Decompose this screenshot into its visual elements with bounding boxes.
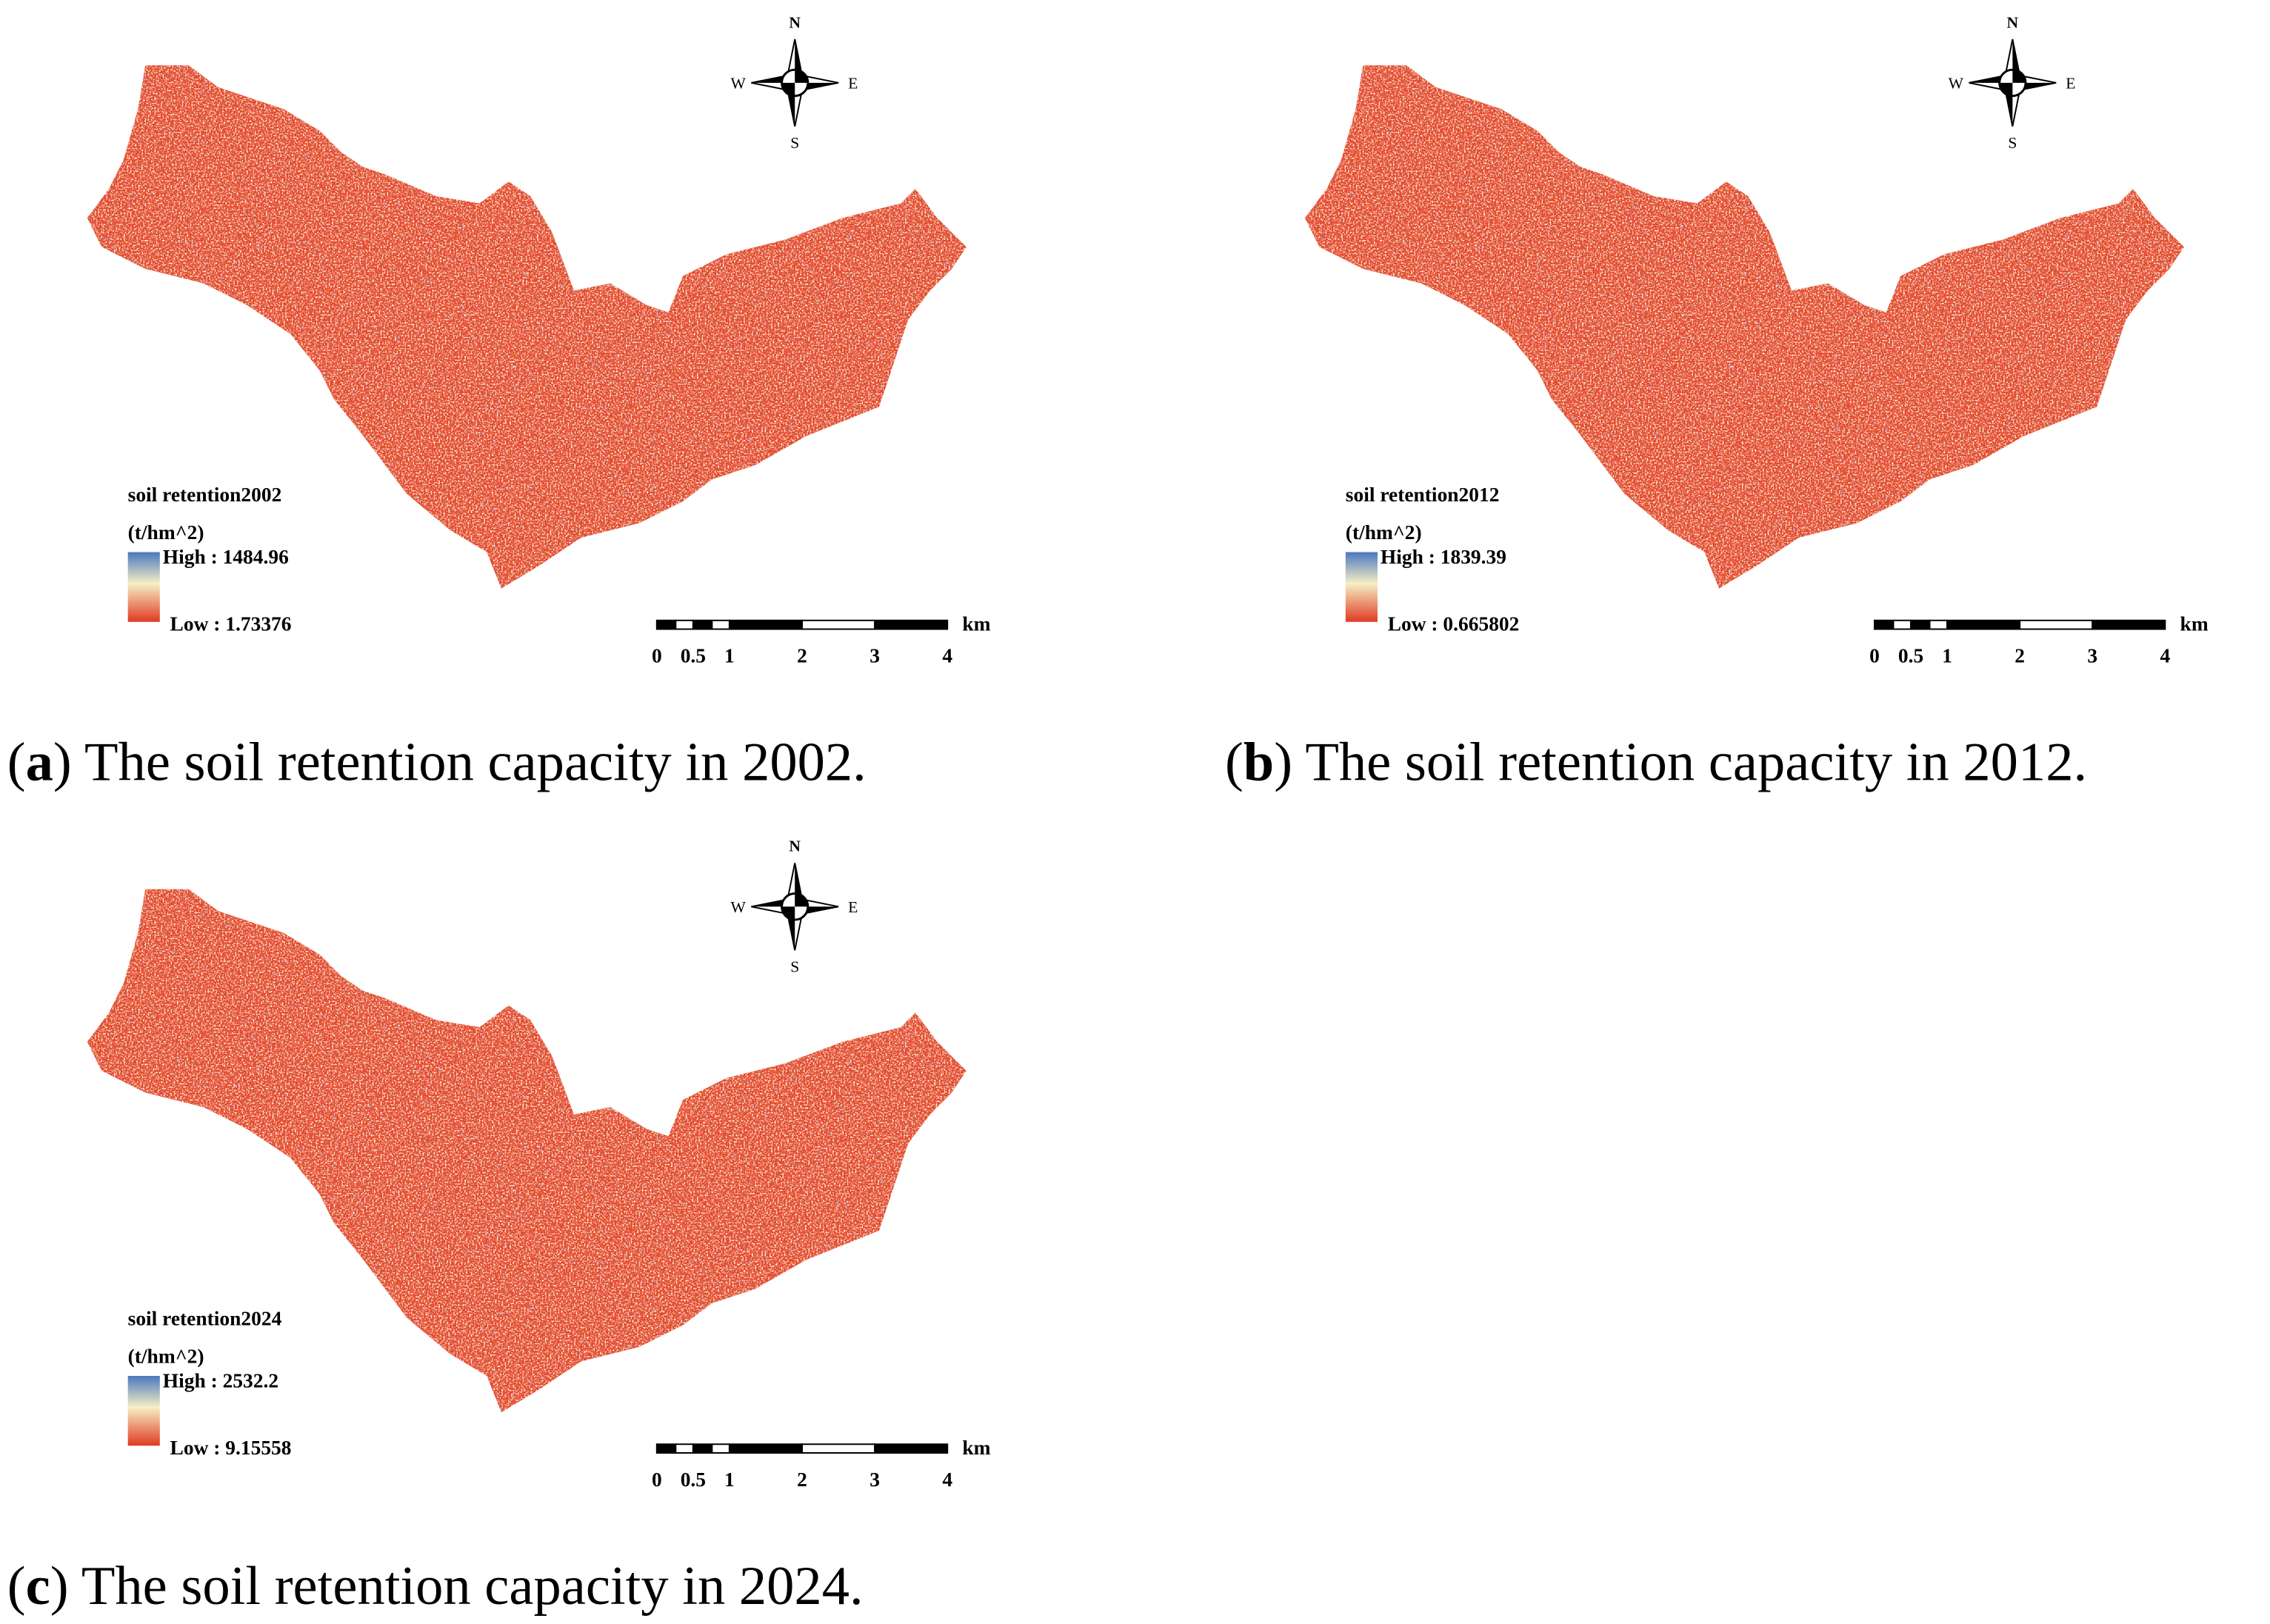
scale-bar-label: 2 — [2014, 645, 2025, 667]
scale-bar-label: 3 — [2087, 645, 2097, 667]
scale-bar-segment — [675, 619, 694, 630]
scale-bar-segment — [692, 619, 713, 630]
north-arrow — [1969, 39, 2057, 127]
scale-bar-label: 0 — [1869, 645, 1880, 667]
legend-gradient — [127, 1376, 160, 1446]
scale-bar-segment — [1873, 619, 1895, 630]
scale-bar-unit: km — [962, 1437, 990, 1459]
scale-bar-segment — [655, 1443, 677, 1454]
compass-label: W — [731, 898, 747, 916]
scale-bar-segment — [1929, 619, 1949, 630]
caption-part: b — [1244, 732, 1274, 793]
compass-label: N — [789, 838, 801, 855]
scale-bar-segment — [655, 619, 677, 630]
scale-bar-segment — [2092, 619, 2166, 630]
scale-bar-label: 0.5 — [681, 1468, 706, 1491]
caption-part: ) The soil retention capacity in 2024. — [50, 1556, 864, 1617]
legend-unit: (t/hm^2) — [1346, 521, 1422, 544]
scale-bar-unit: km — [2180, 613, 2209, 635]
scale-bar-label: 0.5 — [1898, 645, 1923, 667]
legend-low: Low : 9.15558 — [170, 1437, 292, 1459]
legend-high: High : 2532.2 — [163, 1370, 278, 1392]
scale-bar-label: 4 — [942, 645, 952, 667]
caption-part: ( — [1225, 732, 1244, 793]
compass-label: E — [2066, 75, 2075, 93]
legend-gradient — [127, 552, 160, 622]
caption-part: ( — [7, 732, 26, 793]
legend-unit: (t/hm^2) — [128, 1345, 204, 1367]
scale-bar-label: 1 — [724, 1468, 735, 1491]
compass-label: E — [848, 75, 858, 93]
legend-low: Low : 1.73376 — [170, 613, 292, 635]
scale-bar-segment — [692, 1443, 713, 1454]
scale-bar-segment — [801, 619, 876, 630]
caption-part: c — [26, 1556, 50, 1617]
watershed-map — [87, 889, 967, 1413]
legend-high: High : 1484.96 — [163, 546, 289, 568]
scale-bar-segment — [728, 619, 804, 630]
caption: (c) The soil retention capacity in 2024. — [7, 1556, 864, 1617]
scale-bar-unit: km — [962, 613, 990, 635]
scale-bar-segment — [728, 1443, 804, 1454]
watershed-map — [87, 65, 967, 589]
north-arrow — [751, 863, 839, 951]
compass-label: S — [2008, 134, 2017, 152]
scale-bar-segment — [711, 1443, 730, 1454]
scale-bar-segment — [874, 1443, 949, 1454]
compass-label: S — [790, 958, 799, 976]
compass-ring — [781, 70, 808, 96]
legend-title: soil retention2012 — [1346, 484, 1500, 506]
caption-part: a — [26, 732, 53, 793]
legend-gradient — [1345, 552, 1378, 622]
compass-ring — [1999, 70, 2026, 96]
scale-bar-segment — [1946, 619, 2021, 630]
compass-ring — [781, 893, 808, 920]
legend-unit: (t/hm^2) — [128, 521, 204, 544]
north-arrow — [751, 39, 839, 127]
compass-label: N — [789, 13, 801, 31]
legend-low: Low : 0.665802 — [1388, 613, 1520, 635]
compass-label: S — [790, 134, 799, 152]
caption-part: ) The soil retention capacity in 2012. — [1274, 732, 2087, 793]
scale-bar-segment — [675, 1443, 694, 1454]
scale-bar-label: 3 — [869, 645, 880, 667]
scale-bar-label: 3 — [869, 1468, 880, 1491]
caption: (a) The soil retention capacity in 2002. — [7, 732, 867, 793]
scale-bar-segment — [1892, 619, 1912, 630]
compass-label: W — [731, 75, 747, 93]
compass-label: E — [848, 898, 858, 916]
compass-label: N — [2007, 13, 2019, 31]
scale-bar-label: 0 — [652, 645, 662, 667]
watershed-map — [1304, 65, 2184, 589]
scale-bar-segment — [2019, 619, 2094, 630]
scale-bar-label: 4 — [942, 1468, 952, 1491]
legend-title: soil retention2024 — [128, 1307, 282, 1329]
scale-bar-label: 2 — [797, 645, 807, 667]
scale-bar-label: 1 — [724, 645, 735, 667]
compass-label: W — [1949, 75, 1964, 93]
scale-bar-label: 1 — [1942, 645, 1952, 667]
scale-bar-label: 4 — [2160, 645, 2171, 667]
caption-part: ) The soil retention capacity in 2002. — [53, 732, 867, 793]
scale-bar-label: 0.5 — [681, 645, 706, 667]
caption: (b) The soil retention capacity in 2012. — [1225, 732, 2087, 793]
scale-bar-segment — [1910, 619, 1931, 630]
caption-part: ( — [7, 1556, 26, 1617]
legend-high: High : 1839.39 — [1381, 546, 1506, 568]
scale-bar-segment — [874, 619, 949, 630]
scale-bar-segment — [711, 619, 730, 630]
scale-bar-label: 2 — [797, 1468, 807, 1491]
legend-title: soil retention2002 — [128, 484, 282, 506]
scale-bar-label: 0 — [652, 1468, 662, 1491]
scale-bar-segment — [801, 1443, 876, 1454]
